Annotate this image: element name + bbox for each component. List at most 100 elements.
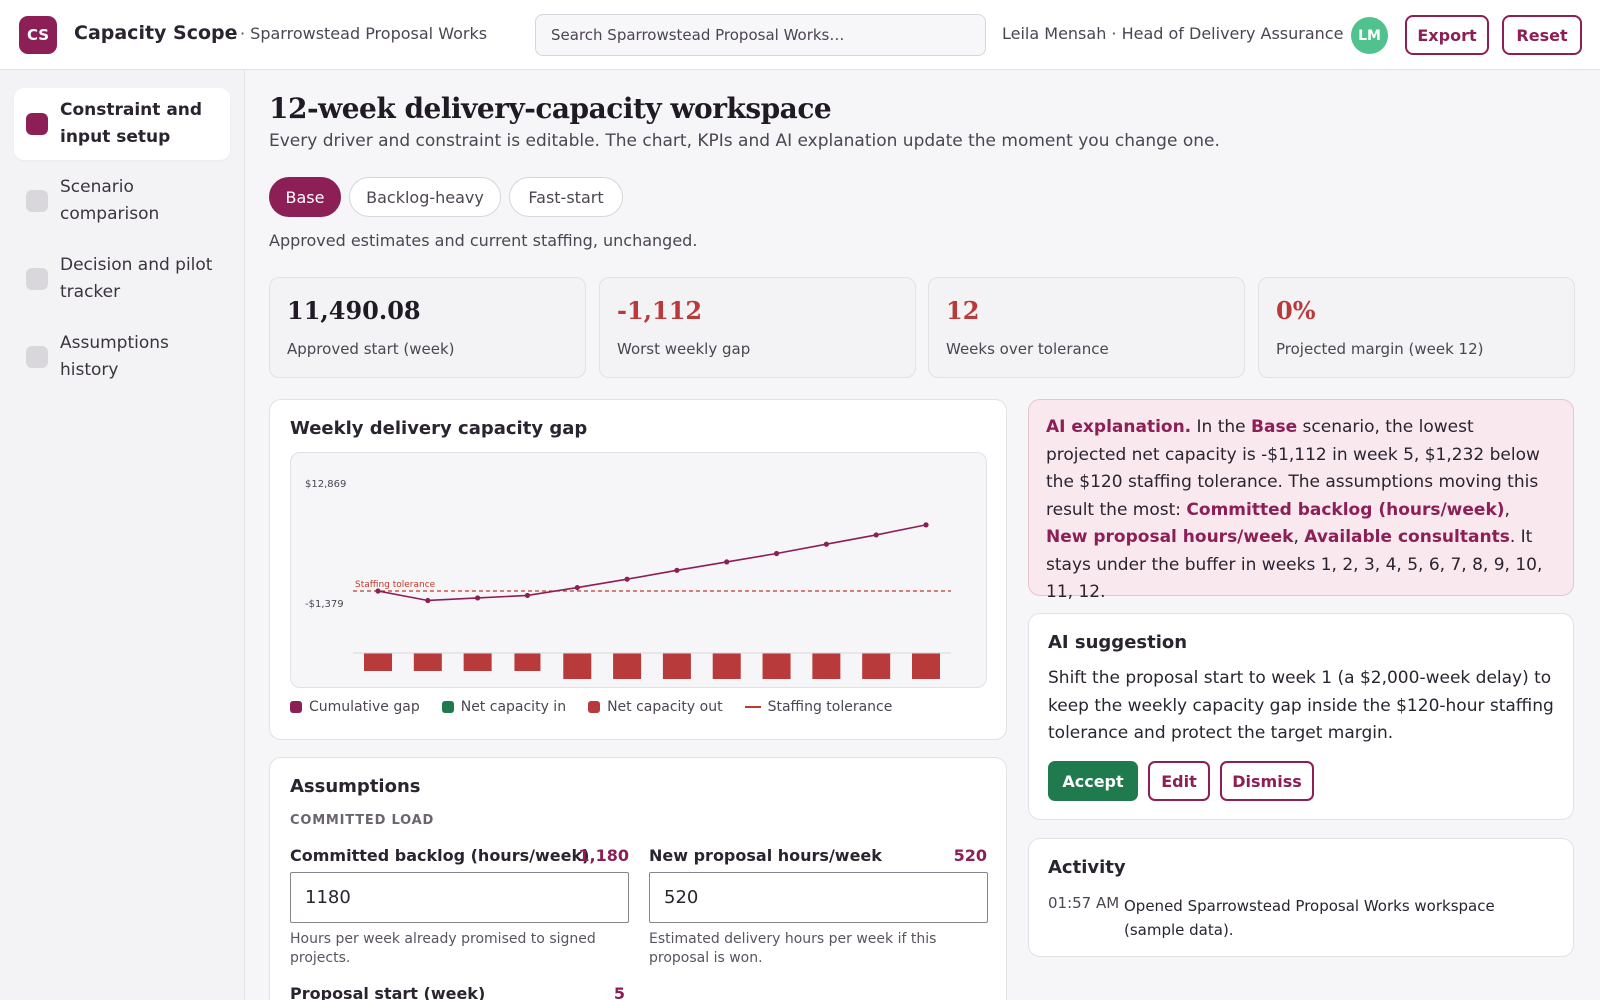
legend-line-icon (744, 706, 761, 708)
bar-net-capacity-out (463, 653, 492, 671)
bar-net-capacity-out (712, 653, 741, 679)
legend-label: Net capacity out (607, 699, 723, 715)
suggestion-title: AI suggestion (1048, 632, 1188, 653)
tab-base[interactable]: Base (269, 177, 341, 217)
bar-net-capacity-out (812, 653, 841, 679)
tab-fast-start[interactable]: Fast-start (509, 177, 623, 217)
avatar[interactable]: LM (1351, 17, 1388, 54)
kpi-card-projected-margin: 0% Projected margin (week 12) (1258, 277, 1575, 378)
activity-text: Opened Sparrowstead Proposal Works works… (1124, 897, 1495, 939)
cumulative-gap-point (923, 522, 929, 528)
cumulative-gap-point (375, 588, 381, 594)
ai-text-part: . It stays under the buffer in weeks 1, … (1046, 527, 1543, 602)
edit-button[interactable]: Edit (1148, 761, 1210, 801)
chart-area: $12,869 -$1,379 Staffing tolerance (290, 452, 987, 688)
sidebar-item-decision-tracker[interactable]: Decision and pilot tracker (14, 243, 230, 315)
export-button[interactable]: Export (1405, 15, 1489, 55)
tab-backlog-heavy[interactable]: Backlog-heavy (349, 177, 501, 217)
tolerance-label: Staffing tolerance (355, 580, 436, 590)
chart-card: Weekly delivery capacity gap $12,869 -$1,… (269, 399, 1007, 740)
cumulative-gap-point (524, 592, 531, 599)
field-label-committed-backlog: Committed backlog (hours/week) (290, 846, 590, 865)
legend-item-tolerance: Staffing tolerance (744, 699, 893, 715)
dismiss-button[interactable]: Dismiss (1220, 761, 1314, 801)
sidebar-item-label: Decision and pilot tracker (60, 255, 213, 302)
page-subtitle: Every driver and constraint is editable.… (269, 131, 1220, 151)
ai-explanation-card: AI explanation. In the Base scenario, th… (1028, 399, 1574, 602)
cumulative-gap-point (674, 567, 680, 573)
reset-button[interactable]: Reset (1502, 15, 1582, 55)
page-title: 12-week delivery-capacity workspace (269, 92, 832, 125)
bar-net-capacity-out (662, 653, 691, 679)
cumulative-gap-point (425, 597, 431, 604)
app-title: Capacity Scope (74, 22, 238, 44)
status-dot-icon (26, 190, 48, 212)
bar-net-capacity-out (364, 653, 392, 671)
cumulative-gap-point (624, 576, 630, 582)
ai-driver-link[interactable]: New proposal hours/week (1046, 527, 1294, 547)
legend-item-net-out: Net capacity out (588, 699, 723, 715)
legend-item-net-in: Net capacity in (441, 699, 566, 715)
bar-net-capacity-out (613, 653, 642, 679)
legend-item-cumulative-gap: Cumulative gap (290, 699, 420, 715)
kpi-label: Worst weekly gap (617, 340, 751, 358)
section-label: COMMITTED LOAD (290, 813, 435, 828)
status-dot-icon (26, 268, 48, 290)
activity-card: Activity 01:57 AM Opened Sparrowstead Pr… (1028, 838, 1574, 957)
ai-driver-link[interactable]: Available consultants (1304, 527, 1510, 547)
kpi-label: Approved start (week) (287, 340, 455, 358)
legend-swatch-icon (588, 701, 601, 713)
ai-suggestion-card: AI suggestion Shift the proposal start t… (1028, 613, 1574, 820)
sidebar-item-constraint-setup[interactable]: Constraint and input setup (14, 88, 230, 160)
kpi-value: 0% (1276, 296, 1316, 325)
kpi-value: -1,112 (617, 296, 703, 325)
status-dot-icon (26, 346, 48, 368)
bar-net-capacity-out (762, 653, 791, 679)
cumulative-gap-point (773, 550, 780, 557)
user-label: Leila Mensah · Head of Delivery Assuranc… (1002, 24, 1344, 43)
ai-text-part: , (1293, 527, 1305, 547)
bar-net-capacity-out (563, 653, 592, 679)
sidebar: Constraint and input setup Scenario comp… (0, 70, 245, 1000)
suggestion-text: Shift the proposal start to week 1 (a $2… (1048, 668, 1554, 743)
field-value-proposal-start: 5 (613, 984, 625, 1000)
app-logo[interactable]: CS (19, 16, 57, 54)
y-tick-label: $12,869 (305, 479, 346, 490)
ai-scenario-name: Base (1251, 417, 1298, 437)
ai-driver-link[interactable]: Committed backlog (hours/week) (1186, 499, 1505, 520)
legend-label: Staffing tolerance (767, 699, 893, 715)
legend-swatch-icon (441, 701, 454, 713)
ai-explanation-lead: AI explanation. (1046, 417, 1192, 437)
ai-explanation-text: AI explanation. In the Base scenario, th… (1046, 414, 1556, 607)
kpi-value: 12 (946, 296, 980, 325)
activity-time: 01:57 AM (1048, 894, 1120, 912)
top-bar: CS Capacity Scope · Sparrowstead Proposa… (0, 0, 1600, 70)
bar-net-capacity-out (413, 653, 442, 671)
kpi-label: Projected margin (week 12) (1276, 340, 1484, 358)
cumulative-gap-point (873, 532, 879, 538)
kpi-card-approved-start: 11,490.08 Approved start (week) (269, 277, 586, 378)
sidebar-item-scenario-comparison[interactable]: Scenario comparison (14, 165, 230, 237)
sidebar-item-assumptions-history[interactable]: Assumptions history (14, 321, 230, 393)
field-value-committed-backlog: 1,180 (578, 846, 629, 865)
bar-net-capacity-out (862, 653, 891, 679)
new-proposal-input[interactable] (649, 872, 988, 923)
assumptions-title: Assumptions (290, 776, 421, 797)
scenario-description: Approved estimates and current staffing,… (269, 231, 698, 250)
legend-swatch-icon (290, 701, 302, 713)
cumulative-gap-point (574, 584, 580, 591)
chart-svg: $12,869 -$1,379 Staffing tolerance (305, 479, 951, 679)
kpi-card-worst-gap: -1,112 Worst weekly gap (599, 277, 916, 378)
sidebar-item-label: Constraint and input setup (60, 100, 203, 147)
chart-title: Weekly delivery capacity gap (290, 418, 588, 439)
committed-backlog-input[interactable] (290, 872, 629, 923)
kpi-value: 11,490.08 (287, 296, 421, 325)
ai-text-part: scenario, the lowest projected net capac… (1046, 417, 1540, 520)
kpi-label: Weeks over tolerance (946, 340, 1109, 358)
bar-net-capacity-out (912, 653, 940, 679)
field-value-new-proposal: 520 (953, 846, 987, 865)
search-input[interactable] (535, 14, 986, 56)
accept-button[interactable]: Accept (1048, 761, 1138, 801)
sidebar-item-label: Assumptions history (60, 333, 169, 380)
y-tick-label: -$1,379 (305, 599, 344, 610)
